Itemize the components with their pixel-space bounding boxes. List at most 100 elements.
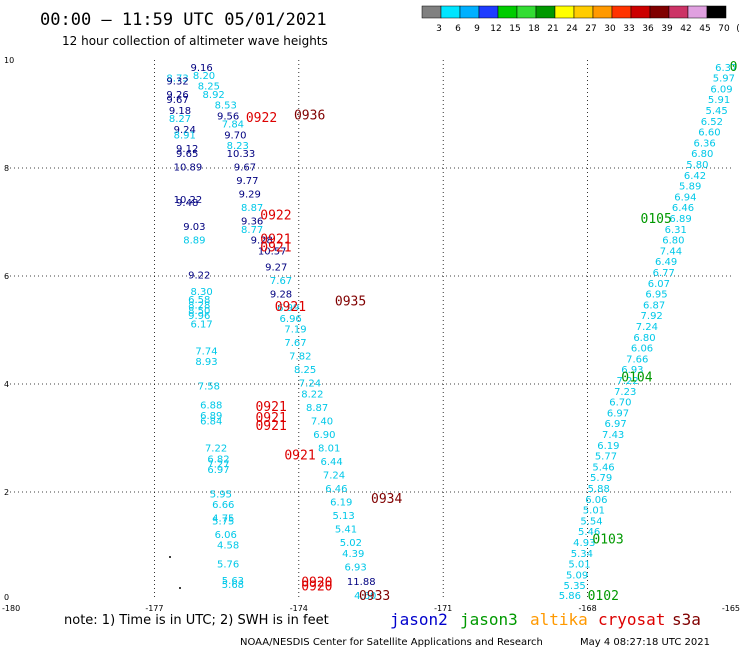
track-time-label: 0936 xyxy=(294,108,325,123)
swh-value-label: 8.93 xyxy=(195,357,217,368)
timestamp-text: May 4 08:27:18 UTC 2021 xyxy=(580,637,710,648)
swh-value-label: 6.94 xyxy=(674,192,696,203)
swh-value-label: 6.70 xyxy=(609,398,631,409)
colorbar-label: 15 xyxy=(509,24,520,34)
swh-value-label: 8.25 xyxy=(198,82,220,93)
colorbar-swatch xyxy=(611,5,632,19)
credit-text: NOAA/NESDIS Center for Satellite Applica… xyxy=(240,637,543,648)
track-time-label: 0921 xyxy=(255,411,286,426)
swh-value-label: 6.82 xyxy=(207,454,229,465)
swh-value-label: 7.67 xyxy=(270,276,292,287)
swh-value-label: 5.01 xyxy=(568,560,590,571)
swh-value-label: 5.76 xyxy=(217,560,239,571)
swh-value-label: 9.29 xyxy=(239,190,261,201)
track-time-label: 0105 xyxy=(641,212,672,227)
track-time-label: 0103 xyxy=(592,532,623,547)
swh-value-label: 7.22 xyxy=(616,376,638,387)
swh-value-label: 6.90 xyxy=(313,430,335,441)
swh-value-label: 8.89 xyxy=(183,236,205,247)
colorbar-swatch xyxy=(440,5,461,19)
swh-value-label: 6.80 xyxy=(662,236,684,247)
swh-value-label: 6.77 xyxy=(653,268,675,279)
legend-item-cryosat: cryosat xyxy=(598,610,665,629)
track-time-label: 0921 xyxy=(284,449,315,464)
y-tick-label: 8 xyxy=(4,164,9,173)
colorbar-label: 42 xyxy=(680,24,691,34)
swh-value-label: 9.36 xyxy=(241,217,263,228)
swh-value-label: 7.24 xyxy=(636,322,658,333)
swh-value-label: 4.39 xyxy=(342,549,364,560)
swh-value-label: 9.28 xyxy=(251,236,273,247)
swh-value-label: 7.58 xyxy=(198,381,220,392)
colorbar-label: 21 xyxy=(547,24,558,34)
colorbar-swatch xyxy=(573,5,594,19)
swh-value-label: 6.88 xyxy=(200,400,222,411)
swh-value-label: 8.23 xyxy=(227,141,249,152)
data-dot xyxy=(169,556,171,558)
swh-value-label: 8.91 xyxy=(174,130,196,141)
swh-value-label: 7.24 xyxy=(323,471,345,482)
swh-value-label: 6.52 xyxy=(701,117,723,128)
x-tick-label: -168 xyxy=(579,604,597,613)
x-tick-label: -180 xyxy=(2,604,20,613)
swh-value-label: 6.87 xyxy=(643,300,665,311)
swh-value-label: 6.80 xyxy=(633,333,655,344)
swh-value-label: 10.33 xyxy=(227,149,256,160)
swh-value-label: 6.60 xyxy=(698,128,720,139)
colorbar-label: (ft) xyxy=(736,24,740,34)
swh-value-label: 5.63 xyxy=(222,576,244,587)
x-tick-label: -177 xyxy=(145,604,163,613)
y-tick-label: 4 xyxy=(4,380,9,389)
swh-value-label: 9.56 xyxy=(217,111,239,122)
swh-value-label: 7.40 xyxy=(311,417,333,428)
swh-value-label: 6.06 xyxy=(215,530,237,541)
y-tick-label: 0 xyxy=(4,593,9,602)
track-time-label: 0935 xyxy=(335,295,366,310)
swh-value-label: 5.80 xyxy=(686,160,708,171)
swh-value-label: 8.27 xyxy=(169,114,191,125)
colorbar-label: 39 xyxy=(661,24,673,34)
swh-value-label: 5.09 xyxy=(566,570,588,581)
swh-value-label: 7.19 xyxy=(284,325,306,336)
swh-value-label: 9.48 xyxy=(176,198,198,209)
track-time-label: 0922 xyxy=(246,111,277,126)
colorbar-swatch xyxy=(459,5,480,19)
swh-value-label: 6.46 xyxy=(325,484,347,495)
swh-value-label: 5.45 xyxy=(706,106,728,117)
swh-value-label: 9.27 xyxy=(265,263,287,274)
swh-value-label: 7.27 xyxy=(207,460,229,471)
colorbar-label: 3 xyxy=(436,24,442,34)
track-time-label: 0920 xyxy=(301,579,332,594)
swh-value-label: 6.37 xyxy=(715,63,737,74)
swh-value-label: 9.22 xyxy=(188,271,210,282)
swh-value-label: 10.89 xyxy=(174,163,203,174)
swh-value-label: 7.24 xyxy=(299,379,321,390)
swh-value-label: 6.93 xyxy=(345,562,367,573)
colorbar-swatch xyxy=(630,5,651,19)
colorbar-label: 18 xyxy=(528,24,540,34)
swh-value-label: 6.09 xyxy=(710,84,732,95)
satellite-legend: jason2 jason3 altika cryosat s3a xyxy=(390,610,701,629)
colorbar-swatch xyxy=(535,5,556,19)
swh-value-label: 7.22 xyxy=(205,444,227,455)
track-time-labels: 0936092209220921092109350921092109210921… xyxy=(246,60,738,604)
colorbar-label: 36 xyxy=(642,24,654,34)
swh-value-label: 9.03 xyxy=(183,222,205,233)
swh-value-label: 8.28 xyxy=(188,300,210,311)
data-dot xyxy=(179,587,181,589)
swh-value-label: 8.01 xyxy=(318,444,340,455)
swh-value-label: 8.30 xyxy=(191,287,213,298)
y-tick-label: 6 xyxy=(4,272,9,281)
swh-value-label: 6.84 xyxy=(200,417,222,428)
swh-value-label: 9.32 xyxy=(166,76,188,87)
track-time-label: 0933 xyxy=(359,589,390,604)
swh-value-label: 9.65 xyxy=(176,149,198,160)
swh-value-label: 6.96 xyxy=(280,314,302,325)
y-tick-label: 10 xyxy=(4,56,14,65)
colorbar-swatch xyxy=(497,5,518,19)
swh-value-label: 6.44 xyxy=(320,457,342,468)
swh-value-label: 5.79 xyxy=(590,473,612,484)
swh-value-label: 6.06 xyxy=(585,495,607,506)
legend-item-altika: altika xyxy=(530,610,588,629)
colorbar-swatch xyxy=(478,5,499,19)
